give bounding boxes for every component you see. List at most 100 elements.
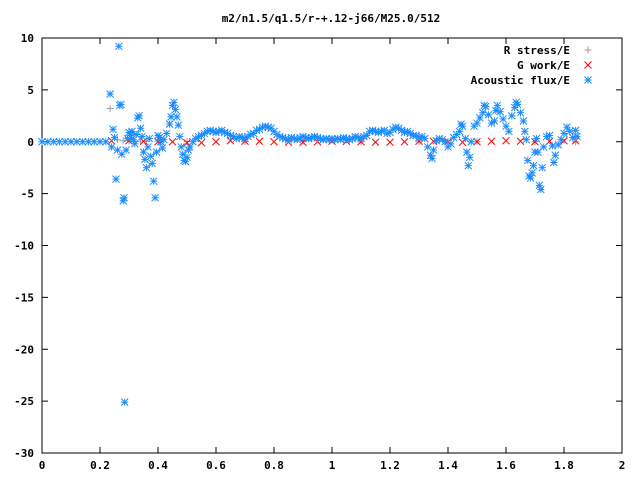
data-point: [177, 143, 186, 151]
legend-label: R stress/E: [504, 44, 570, 57]
data-point: [465, 153, 474, 162]
data-point: [120, 193, 128, 202]
plot-area: [38, 42, 581, 407]
x-tick-label: 1: [329, 459, 336, 472]
data-point: [502, 122, 510, 131]
data-point: [117, 100, 125, 109]
data-point: [120, 398, 129, 407]
data-point: [184, 146, 193, 154]
data-point: [458, 138, 467, 147]
data-point: [142, 163, 151, 172]
data-point: [143, 143, 152, 151]
x-tick-label: 2: [619, 459, 626, 472]
data-point: [90, 137, 99, 146]
data-point: [526, 174, 535, 182]
data-point: [545, 131, 554, 140]
data-point: [481, 102, 490, 111]
legend-marker: [584, 76, 592, 84]
data-point: [560, 136, 568, 145]
legend-label: G work/E: [517, 59, 570, 72]
data-point: [67, 137, 75, 146]
y-tick-label: -10: [14, 240, 34, 253]
y-tick-label: 10: [21, 32, 34, 45]
data-point: [139, 148, 148, 156]
data-point: [183, 153, 191, 162]
data-point: [132, 130, 141, 139]
data-point: [170, 98, 178, 107]
data-point: [109, 125, 117, 134]
data-point: [112, 175, 120, 183]
data-point: [152, 148, 161, 156]
x-tick-label: 1.4: [438, 459, 458, 472]
data-point: [520, 127, 529, 136]
data-point: [519, 117, 528, 125]
data-point: [464, 161, 473, 170]
data-point: [493, 101, 502, 110]
x-tick-label: 1.2: [380, 459, 400, 472]
data-point: [548, 142, 557, 150]
data-point: [551, 151, 560, 160]
data-point: [458, 122, 467, 131]
data-point: [505, 127, 513, 136]
x-tick-label: 1.6: [496, 459, 516, 472]
data-point: [428, 154, 436, 163]
data-point: [491, 106, 500, 115]
y-tick-label: 0: [27, 136, 34, 149]
y-tick-label: -5: [21, 188, 34, 201]
data-point: [487, 137, 496, 146]
plot-border: [41, 37, 623, 454]
data-point: [128, 127, 136, 136]
data-point: [49, 137, 58, 146]
x-tick-label: 0.6: [206, 459, 226, 472]
data-point: [572, 138, 580, 146]
data-point: [571, 126, 580, 135]
series-2: [38, 42, 581, 407]
data-point: [145, 134, 154, 143]
data-point: [197, 138, 206, 147]
x-tick-label: 0.8: [264, 459, 284, 472]
data-point: [447, 139, 455, 148]
data-point: [151, 193, 159, 202]
data-point: [429, 146, 438, 154]
data-point: [516, 108, 525, 117]
y-tick-label: -25: [14, 395, 34, 408]
legend: R stress/E G work/E Acoustic flux/E: [471, 44, 592, 87]
data-point: [507, 111, 516, 120]
data-point: [106, 90, 115, 98]
data-point: [568, 133, 577, 142]
legend-marker: [584, 46, 592, 54]
legend-label: Acoustic flux/E: [471, 74, 570, 87]
axes: 0 0.2 0.4 0.6 0.8 1 1.2 1.4 1.6 1.8 2 -30 -25 -20 -15 -…: [14, 32, 625, 472]
data-point: [149, 177, 158, 186]
data-point: [148, 159, 157, 168]
y-tick-label: -20: [14, 343, 34, 356]
data-point: [528, 169, 536, 177]
data-point: [212, 137, 220, 146]
y-tick-label: -15: [14, 291, 34, 304]
data-point: [174, 121, 183, 130]
data-point: [168, 137, 177, 146]
data-point: [539, 143, 548, 151]
data-point: [110, 133, 119, 142]
data-point: [158, 144, 167, 152]
data-point: [106, 105, 114, 113]
data-point: [529, 161, 538, 170]
data-point: [38, 137, 46, 146]
data-point: [513, 100, 522, 109]
data-point: [400, 137, 409, 146]
x-tick-label: 0: [39, 459, 46, 472]
data-point: [255, 137, 264, 146]
data-point: [61, 137, 70, 146]
data-point: [557, 135, 565, 144]
x-tick-label: 1.8: [554, 459, 574, 472]
data-point: [522, 135, 531, 144]
y-tick-label: -30: [14, 447, 34, 460]
data-point: [542, 132, 551, 141]
data-point: [484, 110, 493, 119]
x-tick-label: 0.2: [90, 459, 110, 472]
data-point: [178, 150, 187, 159]
data-point: [473, 137, 481, 146]
data-point: [175, 132, 184, 141]
data-point: [499, 115, 507, 123]
data-point: [536, 185, 545, 194]
